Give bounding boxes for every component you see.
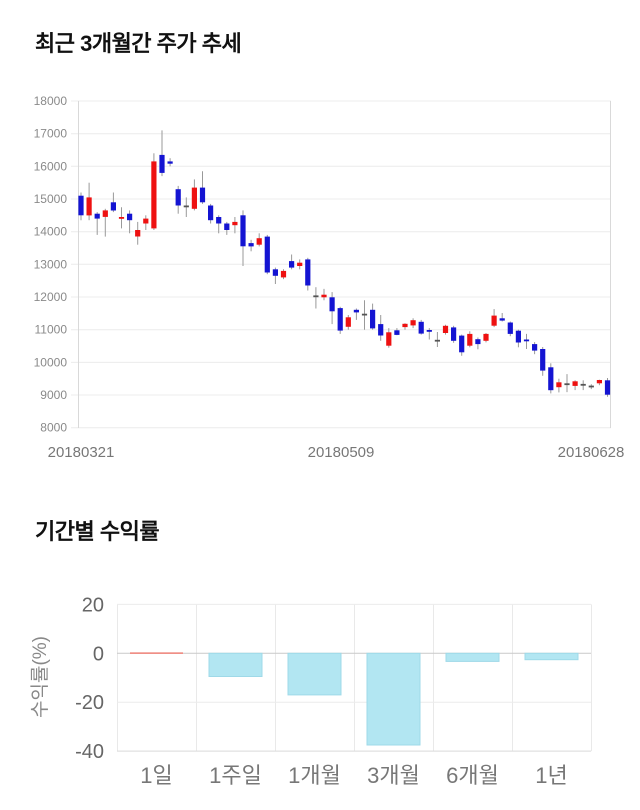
period-return-bar-chart: 20 0 -20 -40 수익률(%) 1일 1주일 1개월 3개월 6개월 1년 bbox=[0, 580, 640, 810]
svg-text:16000: 16000 bbox=[34, 159, 68, 173]
price-y-axis-labels: 18000 17000 16000 15000 14000 13000 12000 11000… bbox=[34, 94, 68, 435]
svg-text:10000: 10000 bbox=[34, 355, 68, 369]
svg-text:8000: 8000 bbox=[40, 421, 67, 435]
price-candlestick-chart: 18000 17000 16000 15000 14000 13000 12000 11000… bbox=[0, 90, 640, 470]
price-x-axis-labels: 20180321 20180509 20180628 bbox=[48, 444, 625, 461]
return-grid bbox=[117, 603, 592, 752]
return-chart-title: 기간별 수익률 bbox=[35, 519, 160, 544]
price-chart-title: 최근 3개월간 주가 추세 bbox=[35, 31, 242, 56]
svg-text:1주일: 1주일 bbox=[209, 763, 262, 788]
return-y-axis-title: 수익률(%) bbox=[29, 636, 51, 718]
price-grid bbox=[71, 100, 611, 429]
svg-text:13000: 13000 bbox=[34, 257, 68, 271]
svg-text:20180628: 20180628 bbox=[558, 444, 625, 461]
svg-text:0: 0 bbox=[93, 643, 104, 665]
svg-text:12000: 12000 bbox=[34, 290, 68, 304]
svg-text:1일: 1일 bbox=[140, 763, 172, 788]
return-bars bbox=[130, 652, 579, 746]
svg-text:20180509: 20180509 bbox=[308, 444, 375, 461]
svg-text:20: 20 bbox=[82, 594, 104, 616]
svg-text:20180321: 20180321 bbox=[48, 444, 115, 461]
svg-text:1년: 1년 bbox=[535, 763, 567, 788]
svg-text:15000: 15000 bbox=[34, 192, 68, 206]
return-y-axis-labels: 20 0 -20 -40 수익률(%) bbox=[29, 594, 104, 763]
svg-text:3개월: 3개월 bbox=[367, 763, 420, 788]
svg-text:11000: 11000 bbox=[35, 323, 68, 337]
period-return-bar-svg: 20 0 -20 -40 수익률(%) 1일 1주일 1개월 3개월 6개월 1년 bbox=[29, 594, 592, 788]
return-x-axis-labels: 1일 1주일 1개월 3개월 6개월 1년 bbox=[140, 763, 567, 788]
svg-text:-40: -40 bbox=[75, 741, 104, 763]
price-candlestick-svg: 18000 17000 16000 15000 14000 13000 12000 11000… bbox=[34, 94, 625, 461]
svg-text:9000: 9000 bbox=[40, 388, 67, 402]
svg-text:1개월: 1개월 bbox=[288, 763, 341, 788]
svg-text:18000: 18000 bbox=[34, 94, 68, 108]
svg-text:-20: -20 bbox=[75, 692, 104, 714]
candles bbox=[78, 130, 611, 397]
svg-text:14000: 14000 bbox=[34, 225, 68, 239]
svg-text:6개월: 6개월 bbox=[446, 763, 499, 788]
svg-text:17000: 17000 bbox=[34, 127, 68, 141]
